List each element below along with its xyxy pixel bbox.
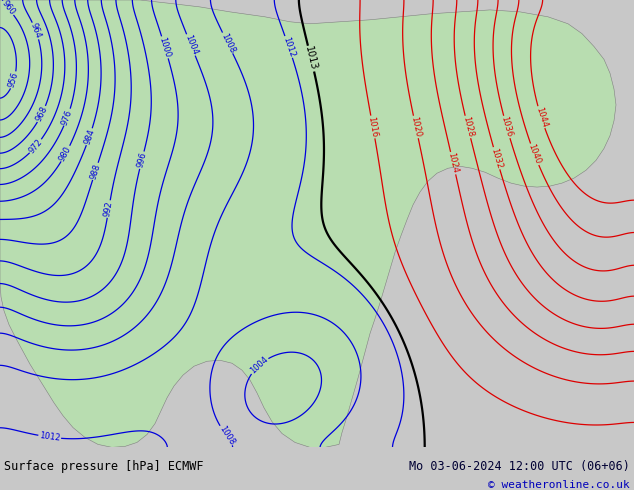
- Text: 1036: 1036: [500, 116, 514, 139]
- Text: 1024: 1024: [446, 152, 460, 174]
- Text: 972: 972: [27, 137, 44, 155]
- Text: 968: 968: [34, 105, 49, 123]
- Text: 1016: 1016: [366, 116, 379, 138]
- Text: 980: 980: [58, 145, 74, 163]
- Text: 1013: 1013: [303, 46, 319, 72]
- Text: 1008: 1008: [217, 424, 236, 447]
- Text: 1008: 1008: [219, 31, 236, 54]
- Text: 964: 964: [29, 22, 42, 40]
- Text: 988: 988: [89, 162, 102, 180]
- Text: 1004: 1004: [249, 355, 270, 376]
- Text: 1040: 1040: [527, 143, 543, 166]
- Text: 984: 984: [82, 128, 96, 146]
- Text: 992: 992: [103, 200, 115, 218]
- Text: © weatheronline.co.uk: © weatheronline.co.uk: [488, 480, 630, 490]
- Text: 960: 960: [0, 0, 16, 17]
- Text: Surface pressure [hPa] ECMWF: Surface pressure [hPa] ECMWF: [4, 460, 204, 472]
- Text: 1032: 1032: [489, 147, 504, 170]
- Text: 1020: 1020: [410, 116, 422, 138]
- Text: 976: 976: [60, 108, 74, 126]
- Text: 956: 956: [7, 71, 20, 89]
- Text: 1012: 1012: [281, 35, 296, 58]
- Text: 996: 996: [136, 151, 148, 169]
- Text: 1004: 1004: [183, 33, 199, 56]
- Text: 1044: 1044: [534, 106, 548, 128]
- Text: Mo 03-06-2024 12:00 UTC (06+06): Mo 03-06-2024 12:00 UTC (06+06): [409, 460, 630, 472]
- Text: 1028: 1028: [461, 116, 475, 138]
- Text: 1000: 1000: [158, 36, 172, 59]
- Text: 1012: 1012: [39, 431, 61, 443]
- Polygon shape: [0, 0, 616, 447]
